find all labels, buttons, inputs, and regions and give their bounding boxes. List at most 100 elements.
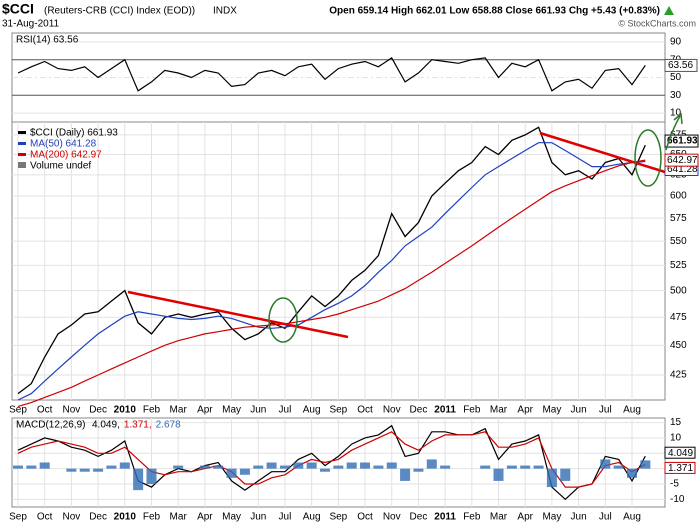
y-tick-label: 30: [670, 90, 682, 101]
series-line: [17, 142, 646, 401]
legend-label: Volume undef: [30, 161, 91, 172]
x-tick-label: Mar: [170, 405, 188, 416]
exchange: INDX: [213, 6, 237, 17]
x-tick-label: Sep: [329, 512, 347, 523]
arrow-head: [673, 112, 683, 125]
x-tick-label: Jun: [571, 512, 587, 523]
histogram-bar: [239, 468, 250, 475]
legend-swatch: [18, 131, 26, 134]
series-line: [17, 57, 646, 92]
x-tick-label: Apr: [517, 512, 533, 523]
x-tick-label: Mar: [170, 512, 188, 523]
x-tick-label: Aug: [303, 405, 321, 416]
y-tick-label: 15: [670, 417, 682, 428]
y-tick-label: 50: [670, 72, 682, 83]
x-tick-label: Jul: [599, 512, 612, 523]
histogram-bar: [506, 465, 517, 469]
legend-label: MA(200) 642.97: [30, 150, 102, 161]
x-tick-label: Dec: [410, 405, 428, 416]
x-tick-label: Jul: [279, 405, 292, 416]
histogram-bar: [533, 465, 544, 469]
x-tick-label: Oct: [357, 405, 373, 416]
up-arrow: [664, 6, 674, 15]
trend-line: [539, 131, 666, 174]
y-tick-label: 550: [670, 236, 687, 247]
histogram-bar: [133, 468, 144, 491]
last-value: 1.371: [668, 463, 693, 474]
highlight-ellipse: [634, 129, 662, 187]
histogram-bar: [640, 460, 651, 469]
histogram-bar: [226, 468, 237, 478]
symbol: $CCI: [2, 1, 34, 17]
histogram-bar: [106, 465, 117, 469]
panel-title: RSI(14) 63.56: [16, 35, 79, 46]
x-tick-label: May: [222, 405, 241, 416]
x-tick-label: Mar: [490, 512, 508, 523]
x-tick-label: Apr: [197, 512, 213, 523]
histogram-bar: [119, 462, 130, 469]
x-tick-label: Oct: [37, 405, 53, 416]
index-name: (Reuters-CRB (CCI) Index (EOD)): [44, 6, 195, 17]
y-tick-label: 575: [670, 213, 687, 224]
histogram-bar: [346, 462, 357, 469]
legend-label: MA(50) 641.28: [30, 139, 97, 150]
x-tick-label: Nov: [62, 405, 80, 416]
x-tick-label: Sep: [9, 405, 27, 416]
histogram-bar: [39, 462, 50, 469]
histogram-bar: [493, 468, 504, 481]
x-tick-label: Nov: [383, 512, 401, 523]
last-value: 661.93: [667, 136, 698, 147]
legend-swatch: [18, 153, 26, 156]
series-line: [17, 431, 646, 488]
x-tick-label: Apr: [517, 405, 533, 416]
x-tick-label: Feb: [143, 405, 161, 416]
x-tick-label: Feb: [463, 512, 481, 523]
histogram-bar: [480, 465, 491, 469]
x-tick-label: 2011: [434, 405, 456, 416]
histogram-bar: [320, 468, 330, 472]
series-line: [17, 159, 646, 407]
histogram-bar: [560, 468, 571, 481]
x-tick-label: Jul: [279, 512, 292, 523]
x-tick-label: Mar: [490, 405, 508, 416]
quote: Open 659.14 High 662.01 Low 658.88 Close…: [329, 6, 660, 17]
y-tick-label: -5: [670, 479, 679, 490]
date: 31-Aug-2011: [2, 19, 60, 30]
histogram-bar: [613, 465, 624, 469]
last-value: 641.28: [667, 164, 698, 175]
y-tick-label: -10: [670, 494, 685, 505]
histogram-bar: [400, 468, 411, 481]
x-tick-label: Dec: [89, 405, 107, 416]
last-value: 4.049: [668, 448, 693, 459]
histogram-bar: [293, 462, 304, 469]
histogram-bar: [26, 465, 37, 469]
x-tick-label: Jul: [599, 405, 612, 416]
y-tick-label: 500: [670, 285, 687, 296]
histogram-bar: [360, 462, 371, 469]
y-tick-label: 10: [670, 433, 682, 444]
y-tick-label: 425: [670, 370, 687, 381]
last-value-box: [664, 58, 698, 72]
histogram-bar: [213, 465, 224, 469]
x-tick-label: Sep: [9, 512, 27, 523]
x-tick-label: Aug: [303, 512, 321, 523]
histogram-bar: [386, 462, 397, 469]
x-tick-label: May: [542, 405, 561, 416]
histogram-bar: [546, 468, 557, 488]
histogram-bar: [173, 465, 184, 469]
x-tick-label: Dec: [410, 512, 428, 523]
histogram-bar: [413, 468, 424, 472]
x-tick-label: Jun: [250, 512, 266, 523]
x-tick-label: Oct: [357, 512, 373, 523]
y-tick-label: 450: [670, 340, 687, 351]
x-tick-label: Feb: [463, 405, 481, 416]
highlight-ellipse: [268, 297, 298, 343]
histogram-bar: [333, 465, 344, 469]
histogram-bar: [426, 459, 437, 469]
histogram-bar: [79, 468, 90, 472]
y-tick-label: 10: [670, 108, 682, 119]
last-value: 642.97: [667, 155, 698, 166]
x-tick-label: Feb: [143, 512, 161, 523]
last-value: 63.56: [668, 60, 693, 71]
histogram-bar: [13, 465, 23, 469]
